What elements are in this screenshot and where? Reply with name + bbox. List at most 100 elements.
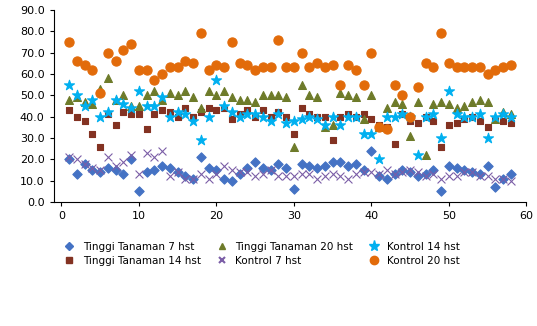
Point [251,67,259,72]
Point [382,176,391,181]
Point [313,61,321,66]
Point [165,114,174,119]
Point [289,65,298,70]
Point [189,61,198,66]
Point [205,165,213,170]
Point [475,65,484,70]
Point [475,174,484,179]
Point [72,157,81,162]
Point [367,148,375,154]
Point [328,123,337,128]
Point [305,172,314,177]
Point [235,97,244,102]
Point [88,168,97,173]
Point [228,110,236,115]
Point [390,99,399,104]
Point [452,120,461,126]
Point [212,78,221,83]
Point [437,189,445,194]
Point [398,170,407,175]
Point [336,174,345,179]
Point [483,174,492,179]
Point [297,172,306,177]
Point [406,170,415,175]
Point [445,61,453,66]
Point [460,168,469,173]
Point [321,65,329,70]
Point [259,114,267,119]
Point [468,114,476,119]
Point [382,114,391,119]
Point [135,103,143,109]
Point [506,172,515,177]
Point [421,174,430,179]
Point [259,65,267,70]
Point [289,118,298,124]
Point [475,118,484,124]
Point [297,82,306,87]
Point [181,58,190,64]
Point [165,174,174,179]
Point [189,95,198,100]
Point [406,114,415,119]
Point [212,93,221,98]
Point [65,108,74,113]
Point [313,116,321,121]
Point [212,63,221,68]
Point [321,163,329,169]
Point [382,125,391,130]
Point [189,176,198,181]
Point [390,82,399,87]
Point [189,176,198,181]
Point [220,106,228,111]
Point [197,31,205,36]
Point [81,103,89,109]
Point [150,112,159,117]
Point [390,172,399,177]
Point [398,168,407,173]
Point [119,48,128,53]
Point [328,138,337,143]
Point [173,170,182,175]
Point [119,93,128,98]
Point [359,168,368,173]
Point [352,114,360,119]
Point [165,110,174,115]
Point [491,67,499,72]
Point [475,97,484,102]
Point [266,93,275,98]
Point [437,144,445,149]
Point [352,95,360,100]
Point [127,103,135,109]
Point [344,163,352,169]
Point [382,106,391,111]
Point [460,103,469,109]
Point [119,110,128,115]
Point [119,159,128,164]
Point [274,112,282,117]
Point [499,65,507,70]
Point [352,114,360,119]
Point [305,65,314,70]
Point [212,168,221,173]
Point [259,172,267,177]
Point [367,131,375,136]
Point [282,65,291,70]
Point [111,123,120,128]
Point [274,110,282,115]
Point [382,127,391,132]
Point [352,161,360,166]
Point [150,155,159,160]
Point [173,93,182,98]
Point [220,176,228,181]
Point [111,58,120,64]
Point [352,67,360,72]
Point [81,161,89,166]
Point [344,114,352,119]
Point [437,176,445,181]
Point [375,172,383,177]
Point [491,185,499,190]
Point [468,99,476,104]
Point [65,39,74,44]
Point [65,97,74,102]
